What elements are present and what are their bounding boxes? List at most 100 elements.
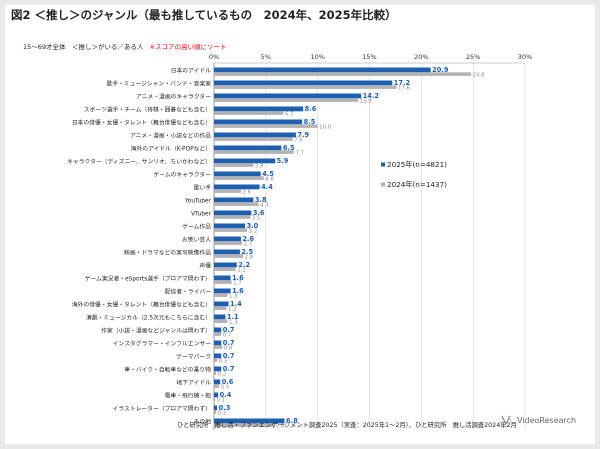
value-label-2025: 17.2	[394, 79, 411, 87]
legend-label-2025: 2025年(n=4821)	[387, 160, 447, 169]
bar-2024	[214, 293, 228, 297]
bar-2025	[214, 210, 252, 216]
logo-text: VideoResearch	[517, 415, 577, 425]
bar-2025	[214, 106, 304, 112]
value-label-2024: 4.3	[260, 203, 269, 209]
bar-2025	[214, 132, 296, 138]
value-label-2024: 2.6	[242, 190, 251, 196]
value-label-2025: 20.9	[432, 66, 449, 74]
bar-2025	[214, 288, 231, 294]
category-label: 歌い手	[194, 183, 212, 191]
category-label: 日本の俳優・女優・タレント（舞台俳優なども含む）	[72, 118, 211, 126]
bar-2024	[214, 124, 318, 128]
x-tick-label: 25%	[466, 53, 480, 61]
bar-2024	[214, 228, 248, 232]
bar-2025	[214, 158, 276, 164]
category-label: 声優	[199, 261, 211, 269]
bar-2025	[214, 366, 222, 372]
value-label-2024: 0.8	[224, 346, 233, 352]
bar-2024	[214, 150, 294, 154]
category-label: 車・バイク・自転車などの乗り物	[124, 365, 211, 373]
value-label-2024: 2.7	[243, 242, 252, 248]
category-label: 電車・飛行機・船	[165, 391, 212, 399]
bar-2024	[214, 423, 275, 427]
videoresearch-logo-icon	[501, 415, 513, 426]
bar-2024	[214, 137, 293, 141]
value-label-2025: 4.5	[262, 170, 274, 178]
bar-2025	[214, 249, 240, 255]
value-label-2025: 4.4	[261, 183, 273, 191]
value-label-2024: 3.2	[249, 229, 258, 235]
value-label-2024: 13.9	[360, 99, 373, 105]
value-label-2025: 1.4	[230, 300, 242, 308]
chart-card	[5, 5, 595, 444]
value-label-2024: 1.3	[229, 294, 238, 300]
bar-2024	[214, 72, 472, 76]
x-tick-label: 10%	[310, 53, 324, 61]
bar-2025	[214, 379, 221, 385]
value-label-2024: 10.0	[319, 125, 332, 131]
category-label: 海外のアイドル（K-POPなど）	[131, 144, 211, 152]
legend-label-2024: 2024年(n=1437)	[387, 180, 447, 189]
bar-2024	[214, 189, 241, 193]
bar-2024	[214, 202, 259, 206]
value-label-2025: 8.6	[305, 105, 317, 113]
bar-2025	[214, 197, 254, 203]
bar-2024	[214, 345, 223, 349]
bar-2024	[214, 85, 397, 89]
bar-2025	[214, 67, 431, 73]
value-label-2025: 1.1	[227, 313, 239, 321]
x-tick-label: 15%	[362, 53, 376, 61]
bar-2024	[214, 384, 220, 388]
category-label: 海外の俳優・女優・タレント（舞台俳優なども含む）	[72, 300, 211, 308]
bar-2025	[214, 275, 231, 281]
category-label: 日本のアイドル	[171, 66, 211, 74]
value-label-2024: 24.8	[473, 73, 486, 79]
bar-2024	[214, 241, 242, 245]
bar-2024	[214, 280, 232, 284]
bar-2024	[214, 371, 217, 375]
category-label: 作家（小説・漫画などジャンルは問わず）	[101, 326, 211, 334]
category-label: その他	[194, 417, 212, 425]
value-label-2025: 2.2	[238, 261, 250, 269]
value-label-2024: 2.8	[245, 255, 254, 261]
bar-2024	[214, 111, 284, 115]
bar-2024	[214, 397, 216, 401]
value-label-2024: 0.7	[223, 333, 232, 339]
category-label: ゲーム実況者・eSports選手（プロアマ問わず）	[85, 274, 211, 282]
bar-2025	[214, 314, 226, 320]
category-label: ゲーム作品	[182, 222, 211, 230]
value-label-2024: 1.2	[228, 307, 237, 313]
category-label: ゲームのキャラクター	[153, 170, 211, 178]
value-label-2025: 8.5	[304, 118, 316, 126]
bar-2025	[214, 340, 222, 346]
category-label: 映画・ドラマなどの実写映像作品	[124, 248, 211, 256]
value-label-2025: 3.0	[247, 222, 259, 230]
value-label-2024: 5.8	[276, 424, 285, 430]
value-label-2025: 1.6	[232, 287, 244, 295]
chart-title: 図2 ＜推し＞のジャンル（最も推しているもの 2024年、2025年比較）	[11, 8, 397, 22]
bar-2025	[214, 93, 362, 99]
value-label-2024: 4.8	[265, 177, 274, 183]
bar-2025	[214, 80, 393, 86]
category-label: インスタグラマー・インフルエンサー	[113, 339, 211, 347]
value-label-2025: 0.7	[223, 365, 235, 373]
value-label-2024: 17.6	[398, 86, 411, 92]
bar-2024	[214, 410, 217, 414]
value-label-2025: 5.9	[277, 157, 289, 165]
bar-2025	[214, 353, 222, 359]
category-label: スポーツ選手・チーム（将棋・囲碁なども含む）	[84, 105, 211, 113]
bar-2025	[214, 392, 219, 398]
bar-2025	[214, 418, 285, 424]
bar-2025	[214, 236, 241, 242]
value-label-2024: 3.5	[252, 216, 261, 222]
value-label-2025: 0.7	[223, 339, 235, 347]
sort-note: ※スコアの高い順にソート	[149, 43, 227, 51]
bar-2025	[214, 327, 222, 333]
value-label-2024: 3.8	[255, 164, 264, 170]
value-label-2025: 6.8	[286, 417, 298, 425]
category-label: テーマパーク	[176, 353, 211, 360]
category-label: アニメ・漫画・小説などの作品	[130, 131, 211, 139]
bar-2025	[214, 184, 260, 190]
